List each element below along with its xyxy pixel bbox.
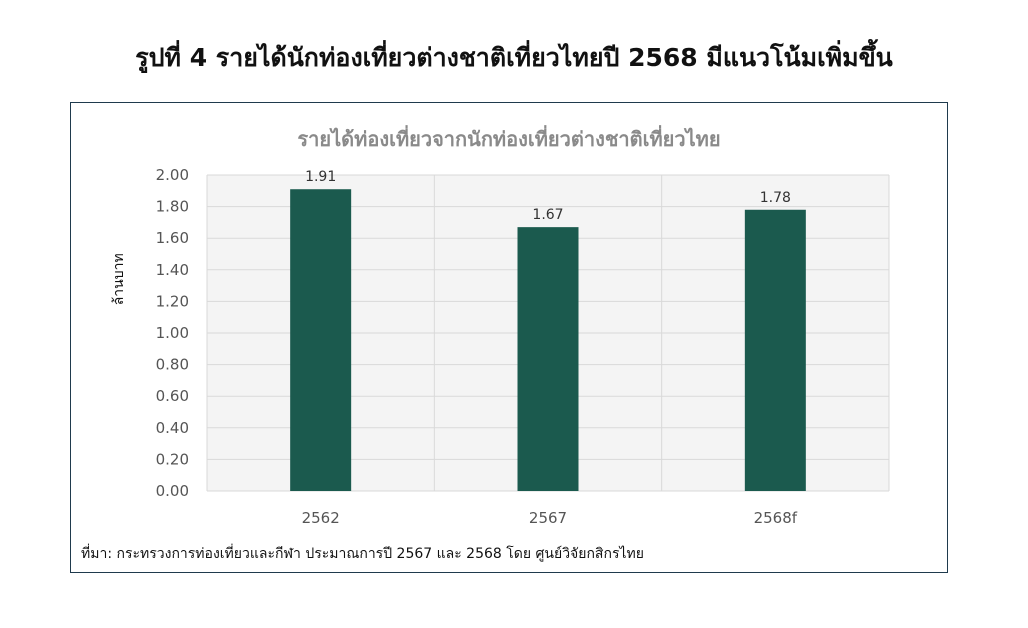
chart-frame: รายได้ท่องเที่ยวจากนักท่องเที่ยวต่างชาติ… xyxy=(70,102,948,573)
chart-title: รายได้ท่องเที่ยวจากนักท่องเที่ยวต่างชาติ… xyxy=(297,127,721,151)
y-axis-label: ล้านบาท xyxy=(111,253,127,305)
y-tick-label: 0.60 xyxy=(156,387,189,405)
y-tick-label: 0.00 xyxy=(156,482,189,500)
y-tick-label: 1.80 xyxy=(156,198,189,216)
x-tick-label: 2562 xyxy=(302,509,340,527)
y-tick-label: 0.80 xyxy=(156,356,189,374)
bar xyxy=(290,189,352,491)
y-tick-label: 1.20 xyxy=(156,292,189,310)
bar-chart: 0.00 0.20 0.40 0.60 0.80 1.00 1.20 1.40 1.60 1.80… xyxy=(111,166,890,527)
x-tick-label: 2568f xyxy=(754,509,798,527)
y-tick-label: 0.20 xyxy=(156,450,189,468)
source-note: ที่มา: กระทรวงการท่องเที่ยวและกีฬา ประมา… xyxy=(81,546,644,562)
data-label: 1.78 xyxy=(760,190,791,206)
y-tick-label: 1.00 xyxy=(156,324,189,342)
data-label: 1.67 xyxy=(532,207,563,223)
figure-title: รูปที่ 4 รายได้นักท่องเที่ยวต่างชาติเที่… xyxy=(135,43,893,72)
y-tick-label: 2.00 xyxy=(156,166,189,184)
x-tick-label: 2567 xyxy=(529,509,567,527)
y-tick-label: 1.40 xyxy=(156,261,189,279)
bar xyxy=(744,209,806,491)
y-tick-label: 1.60 xyxy=(156,229,189,247)
y-tick-label: 0.40 xyxy=(156,419,189,437)
bar xyxy=(517,227,579,491)
data-label: 1.91 xyxy=(305,169,336,185)
